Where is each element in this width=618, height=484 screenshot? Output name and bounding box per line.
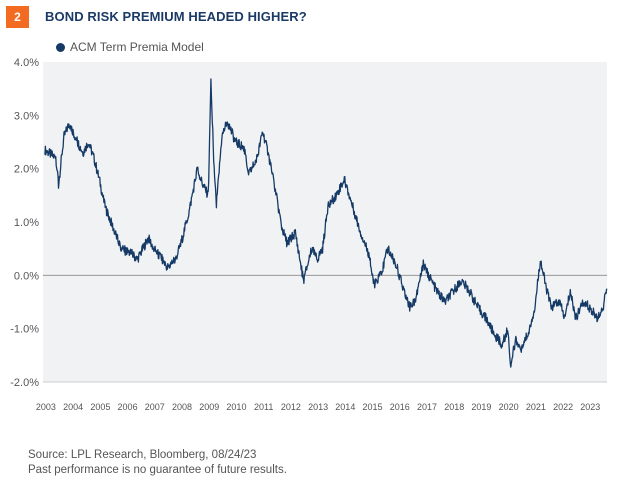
chart-title: BOND RISK PREMIUM HEADED HIGHER? — [45, 9, 307, 24]
y-tick-label: 1.0% — [14, 217, 39, 229]
x-tick-label: 2016 — [390, 402, 410, 412]
chart-number-badge: 2 — [6, 6, 29, 28]
x-tick-label: 2007 — [145, 402, 165, 412]
y-tick-label: 3.0% — [14, 110, 39, 122]
legend: ACM Term Premia Model — [56, 40, 204, 54]
x-tick-label: 2017 — [417, 402, 437, 412]
y-tick-label: 0.0% — [14, 270, 39, 282]
y-tick-label: 2.0% — [14, 164, 39, 176]
x-tick-label: 2013 — [308, 402, 328, 412]
x-tick-label: 2020 — [499, 402, 519, 412]
x-tick-label: 2004 — [63, 402, 83, 412]
x-tick-label: 2003 — [36, 402, 56, 412]
x-tick-label: 2019 — [471, 402, 491, 412]
series-line-acm-term-premia — [44, 78, 608, 368]
source-note: Source: LPL Research, Bloomberg, 08/24/2… — [28, 449, 257, 461]
disclaimer: Past performance is no guarantee of futu… — [28, 464, 287, 476]
legend-label: ACM Term Premia Model — [70, 40, 204, 54]
x-tick-label: 2022 — [553, 402, 573, 412]
chart-svg: 4.0% 3.0% 2.0% 1.0% 0.0% -1.0% -2.0% 2003 2004 20… — [10, 57, 608, 412]
y-tick-label: 4.0% — [14, 57, 39, 69]
x-tick-label: 2023 — [580, 402, 600, 412]
legend-marker-icon — [56, 42, 65, 52]
footer: Source: LPL Research, Bloomberg, 08/24/2… — [28, 448, 287, 478]
x-tick-label: 2006 — [118, 402, 138, 412]
y-tick-label: -2.0% — [10, 377, 39, 389]
x-tick-label: 2021 — [526, 402, 546, 412]
x-tick-label: 2008 — [172, 402, 192, 412]
x-tick-label: 2010 — [226, 402, 246, 412]
x-tick-label: 2012 — [281, 402, 301, 412]
y-tick-label: -1.0% — [10, 324, 39, 336]
x-tick-label: 2015 — [363, 402, 383, 412]
x-tick-label: 2014 — [335, 402, 355, 412]
x-tick-label: 2005 — [90, 402, 110, 412]
x-tick-label: 2011 — [254, 402, 273, 412]
x-tick-label: 2009 — [199, 402, 219, 412]
x-tick-label: 2018 — [444, 402, 464, 412]
